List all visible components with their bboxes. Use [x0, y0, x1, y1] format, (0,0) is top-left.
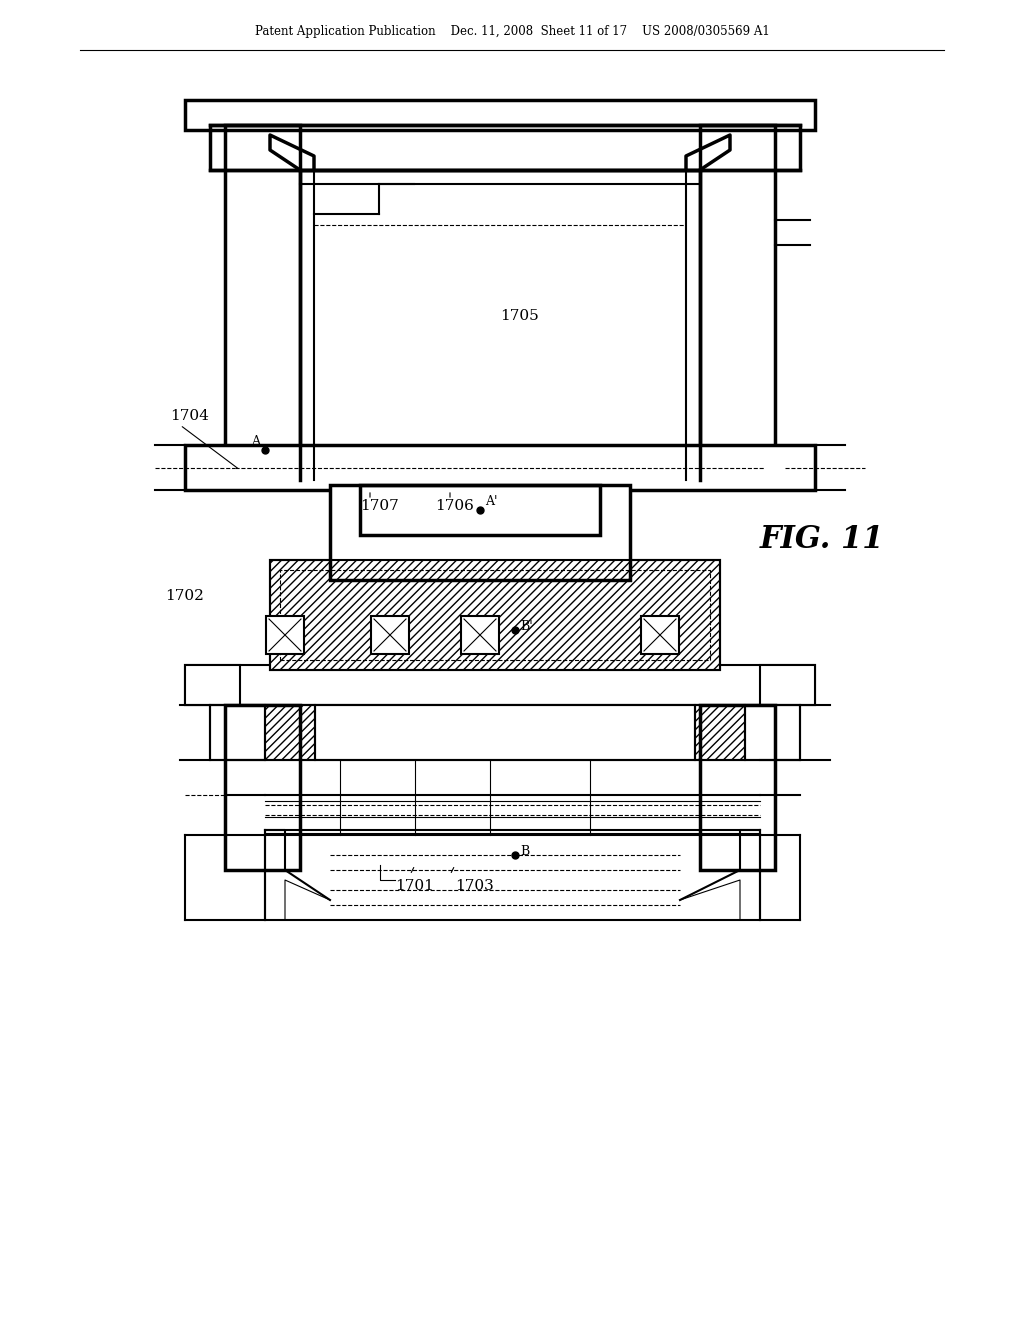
- Bar: [300, 170, 700, 480]
- Bar: [371, 616, 409, 653]
- Bar: [270, 560, 720, 671]
- Bar: [185, 445, 815, 490]
- Text: 1703: 1703: [455, 879, 494, 894]
- Polygon shape: [695, 705, 745, 760]
- Bar: [641, 616, 679, 653]
- Bar: [210, 705, 265, 760]
- Bar: [360, 484, 600, 535]
- Bar: [185, 100, 815, 129]
- Bar: [210, 705, 800, 760]
- Bar: [700, 705, 775, 870]
- Bar: [461, 616, 499, 653]
- Bar: [745, 705, 800, 760]
- Bar: [330, 484, 630, 579]
- Bar: [265, 830, 760, 920]
- Bar: [225, 705, 300, 870]
- Text: A: A: [251, 436, 260, 447]
- Text: 1705: 1705: [500, 309, 539, 323]
- Text: Patent Application Publication    Dec. 11, 2008  Sheet 11 of 17    US 2008/03055: Patent Application Publication Dec. 11, …: [255, 25, 769, 38]
- Bar: [760, 665, 815, 705]
- Bar: [210, 705, 265, 760]
- Bar: [210, 125, 800, 170]
- Text: 1704: 1704: [170, 409, 209, 422]
- Bar: [700, 705, 775, 870]
- Bar: [225, 125, 300, 480]
- Bar: [185, 665, 240, 705]
- Bar: [360, 484, 600, 535]
- Bar: [330, 484, 630, 579]
- Text: 1701: 1701: [395, 879, 434, 894]
- Bar: [210, 125, 800, 170]
- Text: A': A': [485, 495, 498, 508]
- Bar: [330, 484, 630, 579]
- Bar: [185, 445, 815, 490]
- Bar: [760, 665, 815, 705]
- Bar: [266, 616, 304, 653]
- Bar: [225, 125, 300, 480]
- Text: B': B': [520, 620, 532, 634]
- Text: B: B: [520, 845, 529, 858]
- Text: 1702: 1702: [165, 589, 204, 603]
- Bar: [210, 705, 265, 760]
- Bar: [270, 560, 720, 671]
- Bar: [700, 125, 775, 480]
- Bar: [280, 570, 710, 660]
- Bar: [225, 705, 300, 870]
- Polygon shape: [265, 705, 315, 760]
- Bar: [700, 705, 775, 870]
- Bar: [700, 125, 775, 480]
- Text: 1706: 1706: [435, 499, 474, 513]
- Bar: [745, 705, 800, 760]
- Bar: [315, 705, 695, 760]
- Bar: [270, 560, 720, 671]
- Bar: [315, 705, 695, 760]
- Bar: [185, 665, 815, 705]
- Bar: [185, 665, 240, 705]
- Bar: [185, 445, 815, 490]
- Bar: [210, 125, 800, 170]
- Bar: [185, 100, 815, 129]
- Text: 1707: 1707: [360, 499, 398, 513]
- Bar: [745, 705, 800, 760]
- Bar: [760, 665, 815, 705]
- Bar: [225, 705, 300, 870]
- Bar: [185, 100, 815, 129]
- Bar: [315, 705, 695, 760]
- Bar: [700, 125, 775, 480]
- Bar: [360, 484, 600, 535]
- Bar: [185, 665, 240, 705]
- Bar: [225, 125, 300, 480]
- Text: FIG. 11: FIG. 11: [760, 524, 885, 556]
